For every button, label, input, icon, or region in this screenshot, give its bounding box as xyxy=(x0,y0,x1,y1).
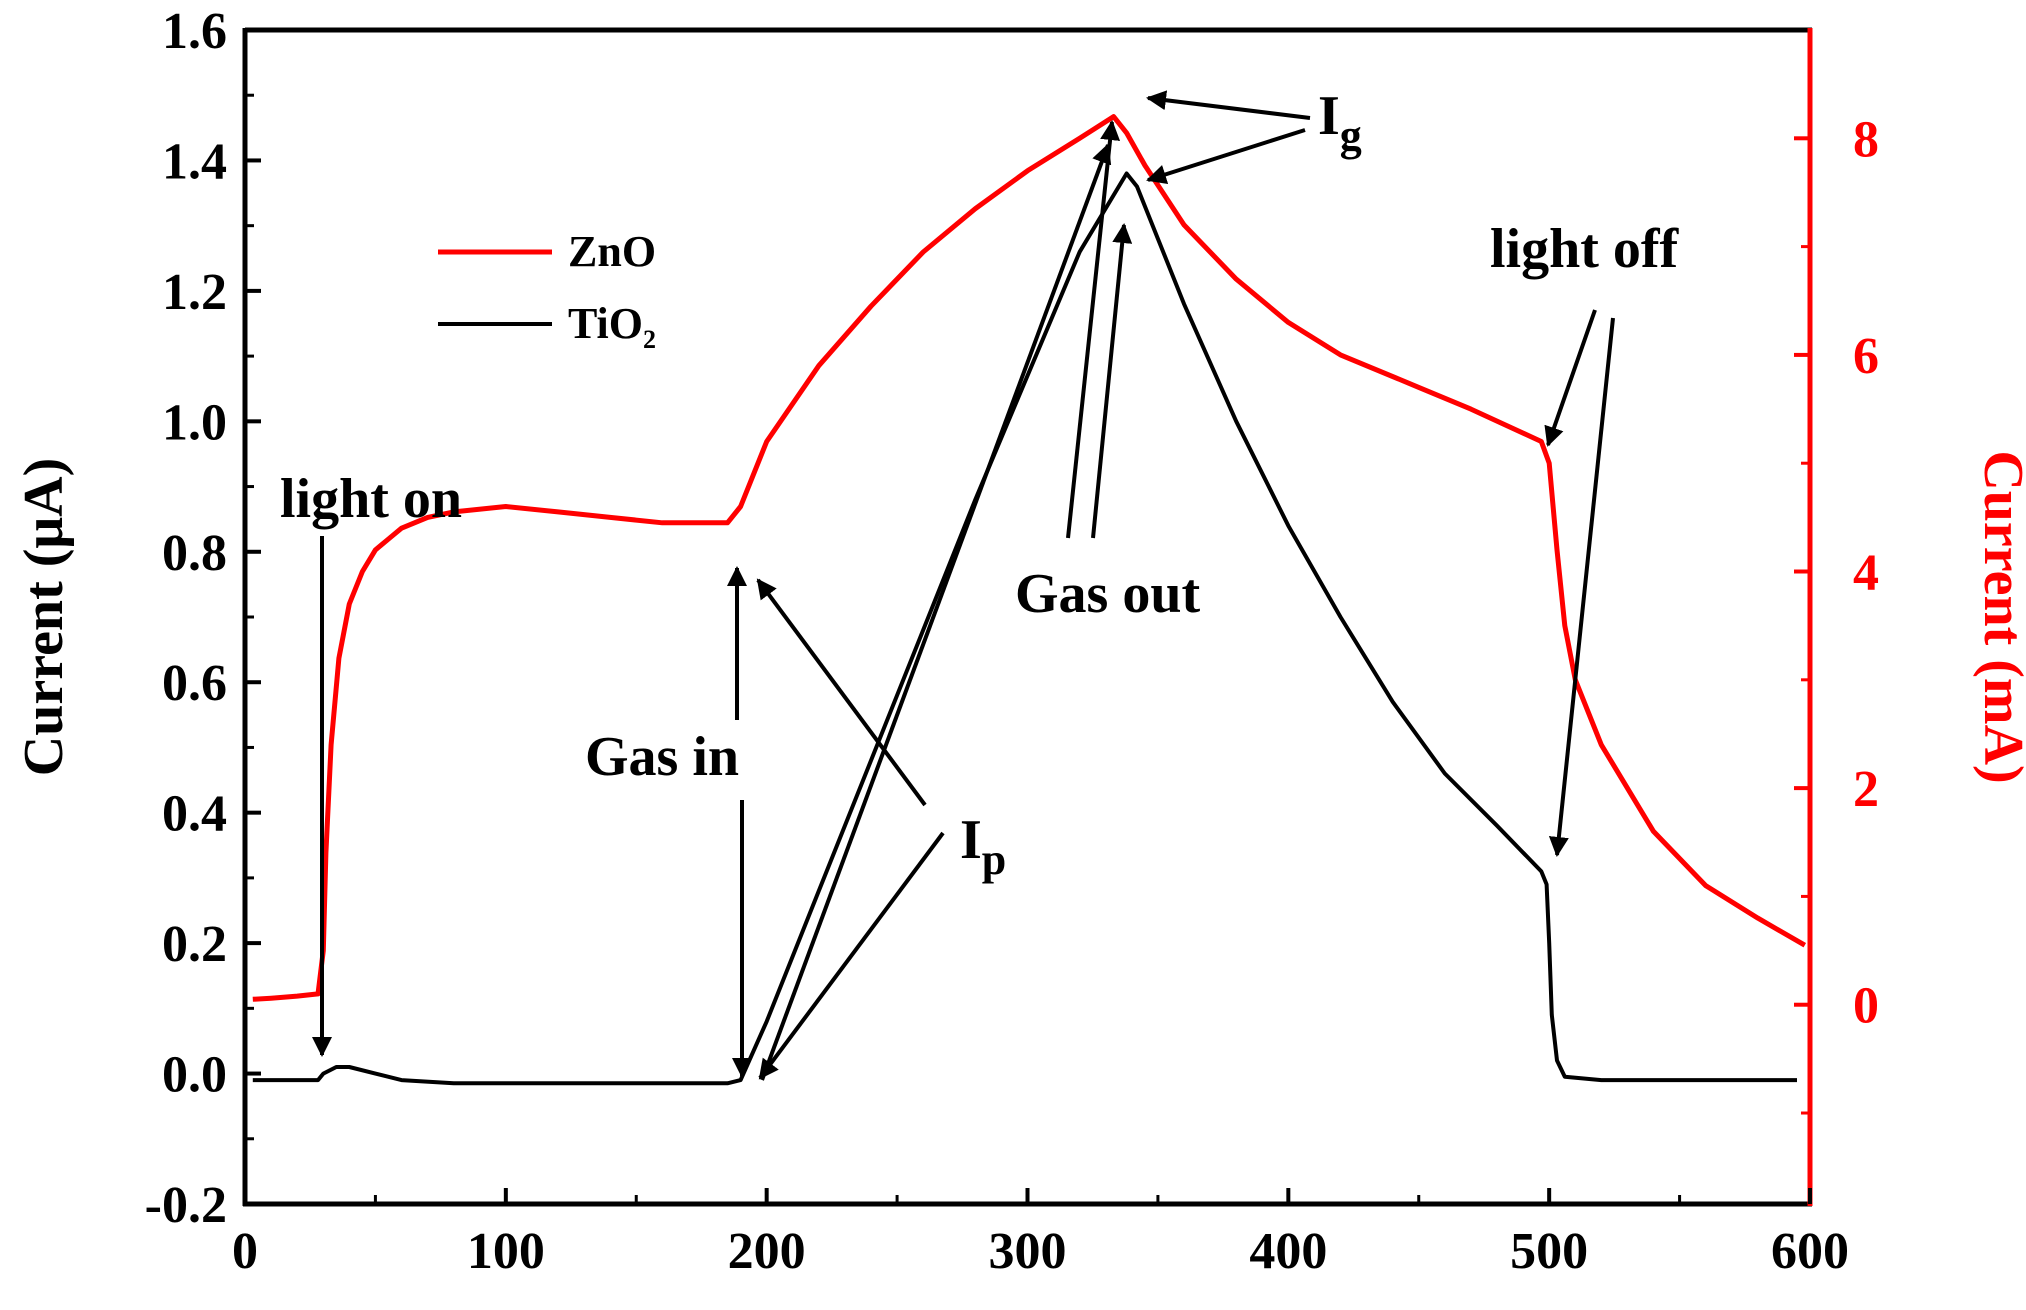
x-axis-ticks: 0 100 200 300 400 500 600 xyxy=(232,1188,1849,1280)
arrow-light-off-upper xyxy=(1544,309,1597,447)
series-line-tio2 xyxy=(252,171,1797,1086)
x-tick-label: 300 xyxy=(989,1223,1067,1280)
x-tick-label: 600 xyxy=(1771,1223,1849,1280)
left-tick-label: 0.0 xyxy=(162,1047,227,1104)
arrow-gas-out-right xyxy=(1091,223,1133,539)
left-tick-label: 0.2 xyxy=(162,916,227,973)
x-tick-label: 200 xyxy=(728,1223,806,1280)
left-tick-label: 0.8 xyxy=(162,525,227,582)
right-tick-label: 4 xyxy=(1853,545,1879,602)
arrow-light-off-lower xyxy=(1548,317,1615,857)
series-line-zno xyxy=(252,114,1807,1002)
arrow-ip-lower xyxy=(758,831,945,1080)
right-tick-label: 2 xyxy=(1853,761,1879,818)
right-tick-label: 6 xyxy=(1853,328,1879,385)
annotation-gas-in: Gas in xyxy=(585,726,739,788)
right-tick-label: 0 xyxy=(1853,978,1879,1035)
left-tick-label: 1.2 xyxy=(162,264,227,321)
annotation-ip: Ip xyxy=(960,809,1006,884)
x-tick-label: 100 xyxy=(467,1223,545,1280)
right-axis-title: Current (mA) xyxy=(1972,450,2026,783)
arrow-ig-upper xyxy=(1146,90,1311,120)
x-tick-label: 0 xyxy=(232,1223,258,1280)
annotation-arrows xyxy=(312,90,1615,1081)
annotation-light-off: light off xyxy=(1490,218,1680,280)
right-axis-ticks: 0 2 4 6 8 xyxy=(1794,111,1879,1115)
arrow-ip-long xyxy=(760,143,1112,1081)
annotation-ig: Ig xyxy=(1318,85,1362,160)
left-tick-label: -0.2 xyxy=(145,1177,227,1234)
legend-label-tio2: TiO2 xyxy=(568,299,656,354)
annotation-gas-out: Gas out xyxy=(1015,563,1200,625)
left-tick-label: 1.0 xyxy=(162,394,227,451)
legend-label-zno: ZnO xyxy=(568,227,656,276)
legend: ZnO TiO2 xyxy=(438,227,656,354)
arrow-ig-lower xyxy=(1146,128,1306,185)
left-tick-label: 1.4 xyxy=(162,133,227,190)
arrow-ip-upper xyxy=(756,578,927,807)
annotation-light-on: light on xyxy=(280,468,462,530)
right-tick-label: 8 xyxy=(1853,111,1879,168)
left-tick-label: 0.6 xyxy=(162,655,227,712)
x-tick-label: 400 xyxy=(1249,1223,1327,1280)
x-tick-label: 500 xyxy=(1510,1223,1588,1280)
arrow-gas-out-left xyxy=(1066,120,1121,539)
left-tick-label: 0.4 xyxy=(162,786,227,843)
left-axis-title: Current (μA) xyxy=(13,458,75,776)
left-axis-ticks: -0.2 0.0 0.2 0.4 0.6 0.8 1.0 1.2 1.4 1.6 xyxy=(145,3,261,1234)
left-tick-label: 1.6 xyxy=(162,3,227,60)
